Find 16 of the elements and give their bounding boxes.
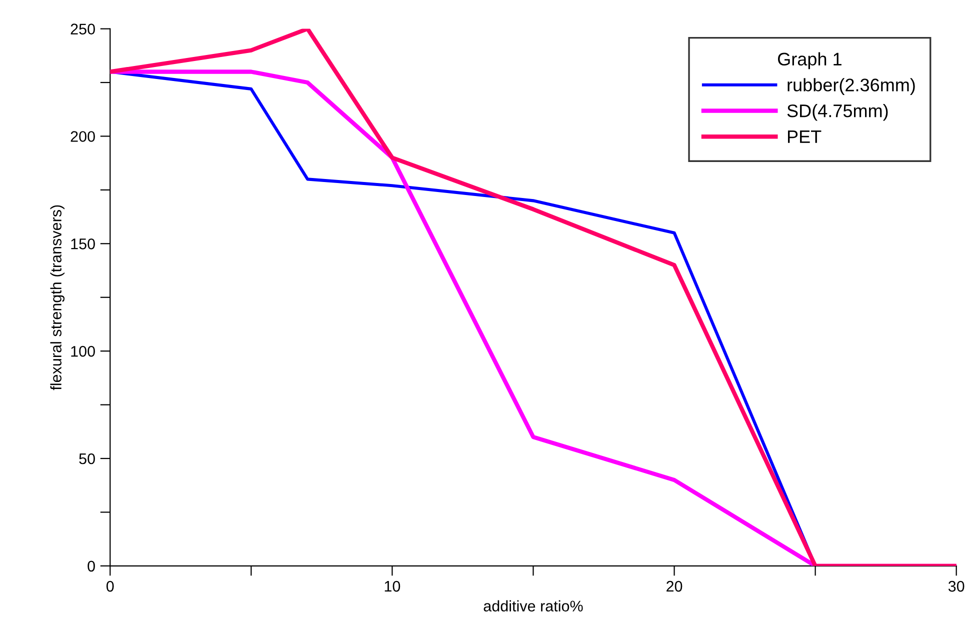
x-tick-label: 10	[384, 580, 400, 592]
y-tick-label: 250	[70, 24, 95, 34]
legend-label: SD(4.75mm)	[787, 104, 888, 121]
y-tick-label: 0	[88, 560, 95, 572]
y-tick-label: 200	[70, 131, 95, 142]
legend-label: rubber(2.36mm)	[788, 78, 915, 95]
x-tick-label: 20	[666, 580, 682, 592]
x-tick-label: 30	[948, 580, 964, 592]
y-tick-label: 100	[71, 346, 95, 357]
legend-label: PET	[788, 130, 822, 143]
y-tick-label: 150	[71, 238, 95, 250]
y-tick-label: 50	[79, 453, 95, 464]
x-axis-title: additive ratio%	[484, 600, 583, 612]
y-axis-title: flexural strength (transvers)	[50, 205, 64, 390]
x-tick-label: 0	[106, 580, 114, 592]
legend-title: Graph 1	[778, 52, 842, 70]
